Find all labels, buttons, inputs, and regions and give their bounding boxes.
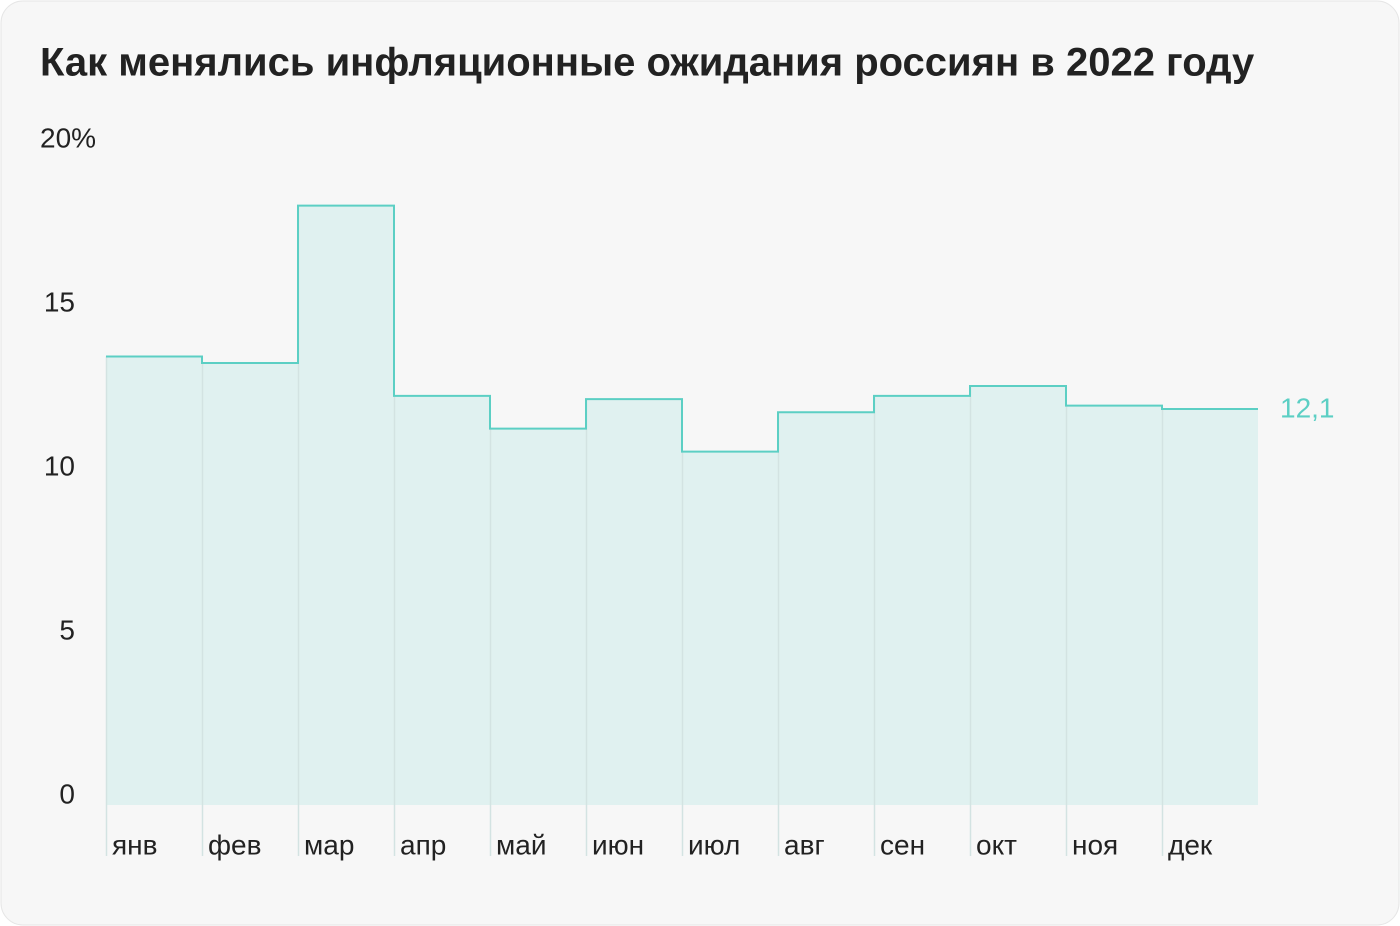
- x-tick-label: янв: [112, 829, 158, 860]
- bar: [106, 356, 202, 805]
- bar: [778, 412, 874, 805]
- bar: [586, 399, 682, 805]
- bar: [1066, 405, 1162, 805]
- y-tick-label: 0: [59, 778, 75, 809]
- bar: [1162, 408, 1258, 805]
- y-tick-label: 20%: [40, 122, 96, 153]
- x-tick-label: сен: [880, 829, 925, 860]
- x-tick-label: мар: [304, 829, 354, 860]
- x-tick-label: дек: [1168, 829, 1213, 860]
- bar: [682, 451, 778, 805]
- x-tick-label: май: [496, 829, 546, 860]
- step-line: [106, 204, 1258, 453]
- annotation: 12,1: [1280, 392, 1335, 423]
- y-tick-label: 5: [59, 614, 75, 645]
- bar: [394, 395, 490, 805]
- x-tick-label: июл: [688, 829, 740, 860]
- x-tick-label: ноя: [1072, 829, 1118, 860]
- bar: [874, 395, 970, 805]
- bar: [202, 363, 298, 805]
- x-tick-label: авг: [784, 829, 825, 860]
- bar: [298, 205, 394, 806]
- bar: [490, 428, 586, 805]
- chart-title: Как менялись инфляционные ожидания росси…: [40, 41, 1255, 85]
- bar: [970, 386, 1066, 805]
- x-tick-label: фев: [208, 829, 261, 860]
- x-tick-label: апр: [400, 829, 446, 860]
- y-tick-label: 15: [44, 286, 75, 317]
- y-tick-label: 10: [44, 450, 75, 481]
- x-tick-label: окт: [976, 829, 1017, 860]
- x-tick-label: июн: [592, 829, 644, 860]
